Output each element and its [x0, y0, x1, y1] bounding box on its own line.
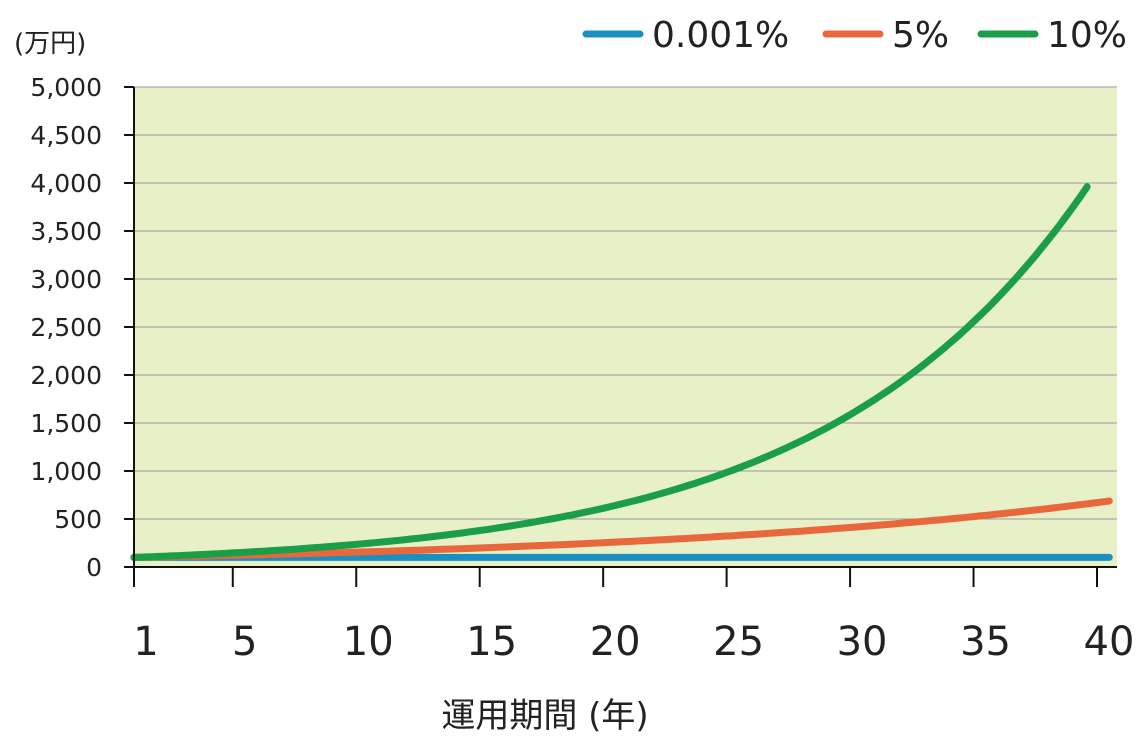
grid-lines — [134, 86, 1117, 520]
series-line-3 — [130, 183, 1091, 561]
series-line-2 — [130, 497, 1113, 561]
legend-label-3: 10% — [1047, 15, 1127, 56]
y-axis-unit-label: (万円) — [14, 29, 86, 59]
x-tick-label: 30 — [837, 619, 888, 665]
y-tick-label: 4,000 — [30, 169, 102, 198]
series-lines — [130, 183, 1113, 561]
y-tick-label: 1,500 — [30, 409, 102, 438]
x-tick-label: 25 — [713, 619, 764, 665]
y-tick-label: 1,000 — [30, 457, 102, 486]
x-tick-label: 1 — [133, 619, 158, 665]
y-tick-label: 0 — [86, 553, 102, 582]
x-tick-label: 40 — [1084, 619, 1135, 665]
x-tick-label: 5 — [232, 619, 257, 665]
x-tick-label: 10 — [343, 619, 394, 665]
y-tick-label: 2,000 — [30, 361, 102, 390]
y-tick-label: 3,000 — [30, 265, 102, 294]
x-tick-label: 20 — [590, 619, 641, 665]
x-tick-label: 35 — [960, 619, 1011, 665]
x-axis-ticks: 1 5 10 15 20 25 30 35 40 — [133, 567, 1134, 665]
y-tick-label: 500 — [54, 505, 102, 534]
legend-label-2: 5% — [892, 15, 949, 56]
y-tick-label: 3,500 — [30, 217, 102, 246]
legend-label-1: 0.001% — [652, 15, 789, 56]
legend: 0.001% 5% 10% — [582, 15, 1127, 56]
x-tick-label: 15 — [466, 619, 517, 665]
y-tick-label: 5,000 — [30, 73, 102, 102]
x-axis-label: 運用期間 (年) — [441, 696, 648, 736]
y-tick-label: 2,500 — [30, 313, 102, 342]
y-tick-label: 4,500 — [30, 121, 102, 150]
y-axis-ticks: 0 500 1,000 1,500 2,000 2,500 3,000 3,500 4,000 4… — [30, 73, 134, 582]
